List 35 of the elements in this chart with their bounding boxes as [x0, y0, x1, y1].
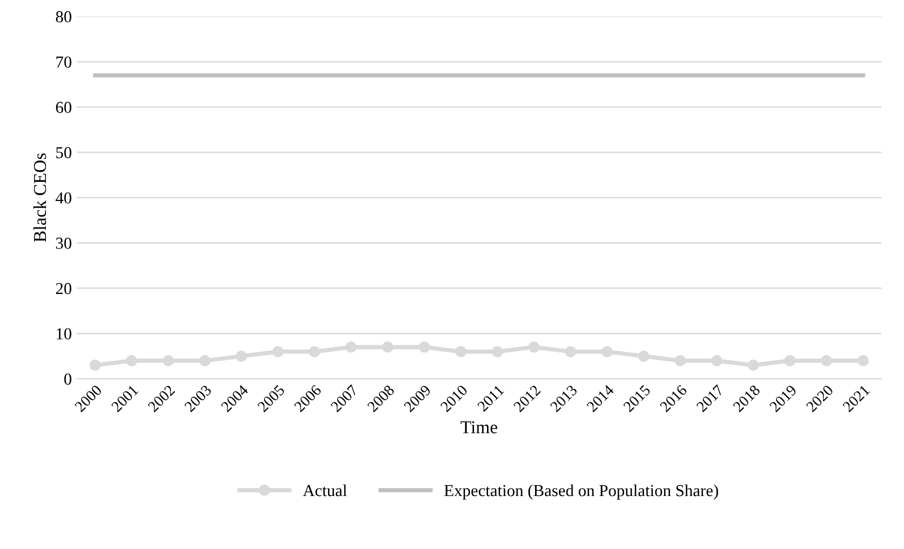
y-tick-label: 10 — [56, 328, 72, 340]
point — [674, 355, 686, 366]
point — [126, 355, 138, 366]
point — [455, 346, 466, 358]
point — [784, 355, 796, 366]
point — [858, 355, 869, 366]
y-tick-label: 20 — [56, 282, 72, 294]
point — [418, 342, 430, 353]
point — [564, 346, 576, 358]
point — [492, 346, 503, 358]
point — [602, 346, 613, 358]
point — [711, 355, 722, 366]
point — [528, 342, 540, 353]
point — [272, 346, 284, 358]
y-tick-label: 30 — [56, 238, 72, 249]
point — [748, 360, 759, 371]
y-tick-label: 50 — [56, 147, 72, 158]
legend-label: Actual — [302, 484, 347, 496]
point — [199, 355, 210, 366]
point — [382, 342, 394, 353]
y-tick-label: 40 — [56, 192, 72, 204]
point — [638, 350, 650, 362]
y-tick-label: 80 — [56, 11, 72, 22]
y-tick-label: 0 — [64, 374, 72, 385]
point — [90, 360, 101, 371]
point — [820, 355, 832, 366]
y-tick-label: 60 — [56, 102, 72, 113]
x-axis-title: Time — [460, 421, 498, 434]
legend-label: Expectation (Based on Population Share) — [444, 484, 718, 500]
y-tick-label: 70 — [56, 56, 72, 68]
point — [236, 350, 247, 362]
point — [346, 342, 357, 353]
point — [308, 346, 320, 358]
point — [162, 355, 174, 366]
y-axis-title: Black CEOs — [33, 153, 46, 242]
